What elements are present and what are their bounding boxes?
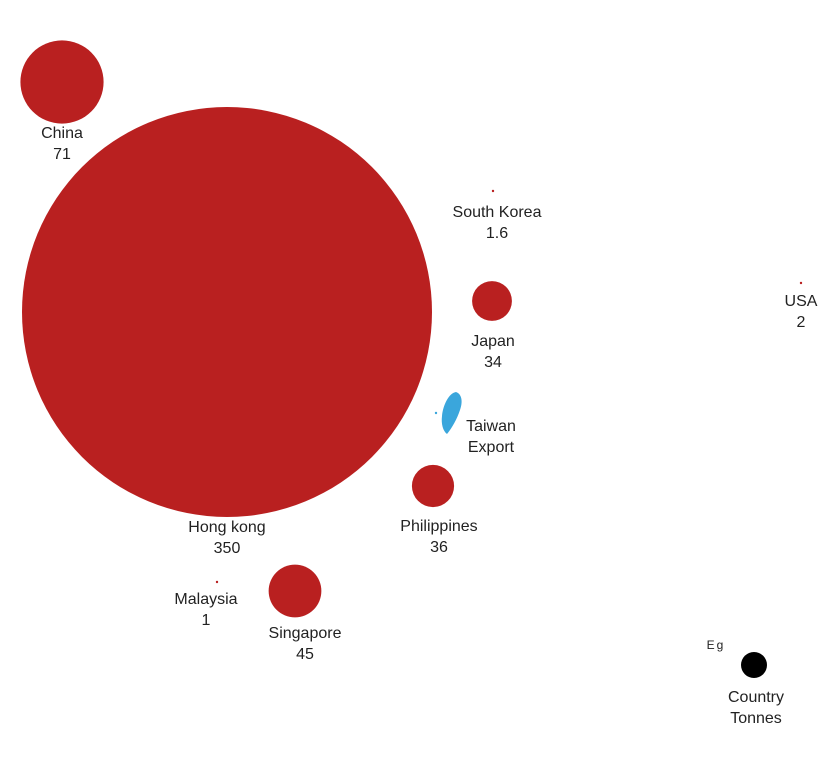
bubble-value: 45 — [296, 646, 314, 663]
legend-bubble — [741, 652, 767, 678]
bubble — [268, 564, 322, 618]
legend-unit: Tonnes — [730, 710, 782, 727]
bubble-name: Philippines — [400, 518, 477, 535]
bubble-name: Hong kong — [188, 519, 265, 536]
bubble — [491, 189, 495, 193]
bubble-value: 2 — [797, 314, 806, 331]
bubble — [20, 40, 104, 124]
highlight-label: Export — [468, 439, 515, 456]
bubble-name: South Korea — [453, 204, 542, 221]
bubble-value: 1.6 — [486, 225, 508, 242]
bubble — [22, 107, 432, 517]
bubble — [799, 281, 803, 285]
bubble-value: 34 — [484, 354, 502, 371]
highlight-name: Taiwan — [466, 418, 516, 435]
bubble-name: Japan — [471, 333, 515, 350]
bubble-name: Malaysia — [174, 591, 237, 608]
legend-label: Eg — [707, 638, 726, 652]
taiwan-shape — [441, 392, 462, 434]
bubble-name: USA — [785, 293, 818, 310]
bubble — [215, 580, 219, 584]
taiwan-islet — [434, 411, 438, 415]
bubble-value: 1 — [202, 612, 211, 629]
bubble — [411, 464, 455, 508]
bubble-value: 71 — [53, 146, 71, 163]
bubble-value: 36 — [430, 539, 448, 556]
bubble — [472, 281, 512, 321]
bubble-name: China — [41, 125, 83, 142]
bubble-name: Singapore — [269, 625, 342, 642]
legend-name: Country — [728, 689, 784, 706]
bubble-value: 350 — [214, 540, 241, 557]
